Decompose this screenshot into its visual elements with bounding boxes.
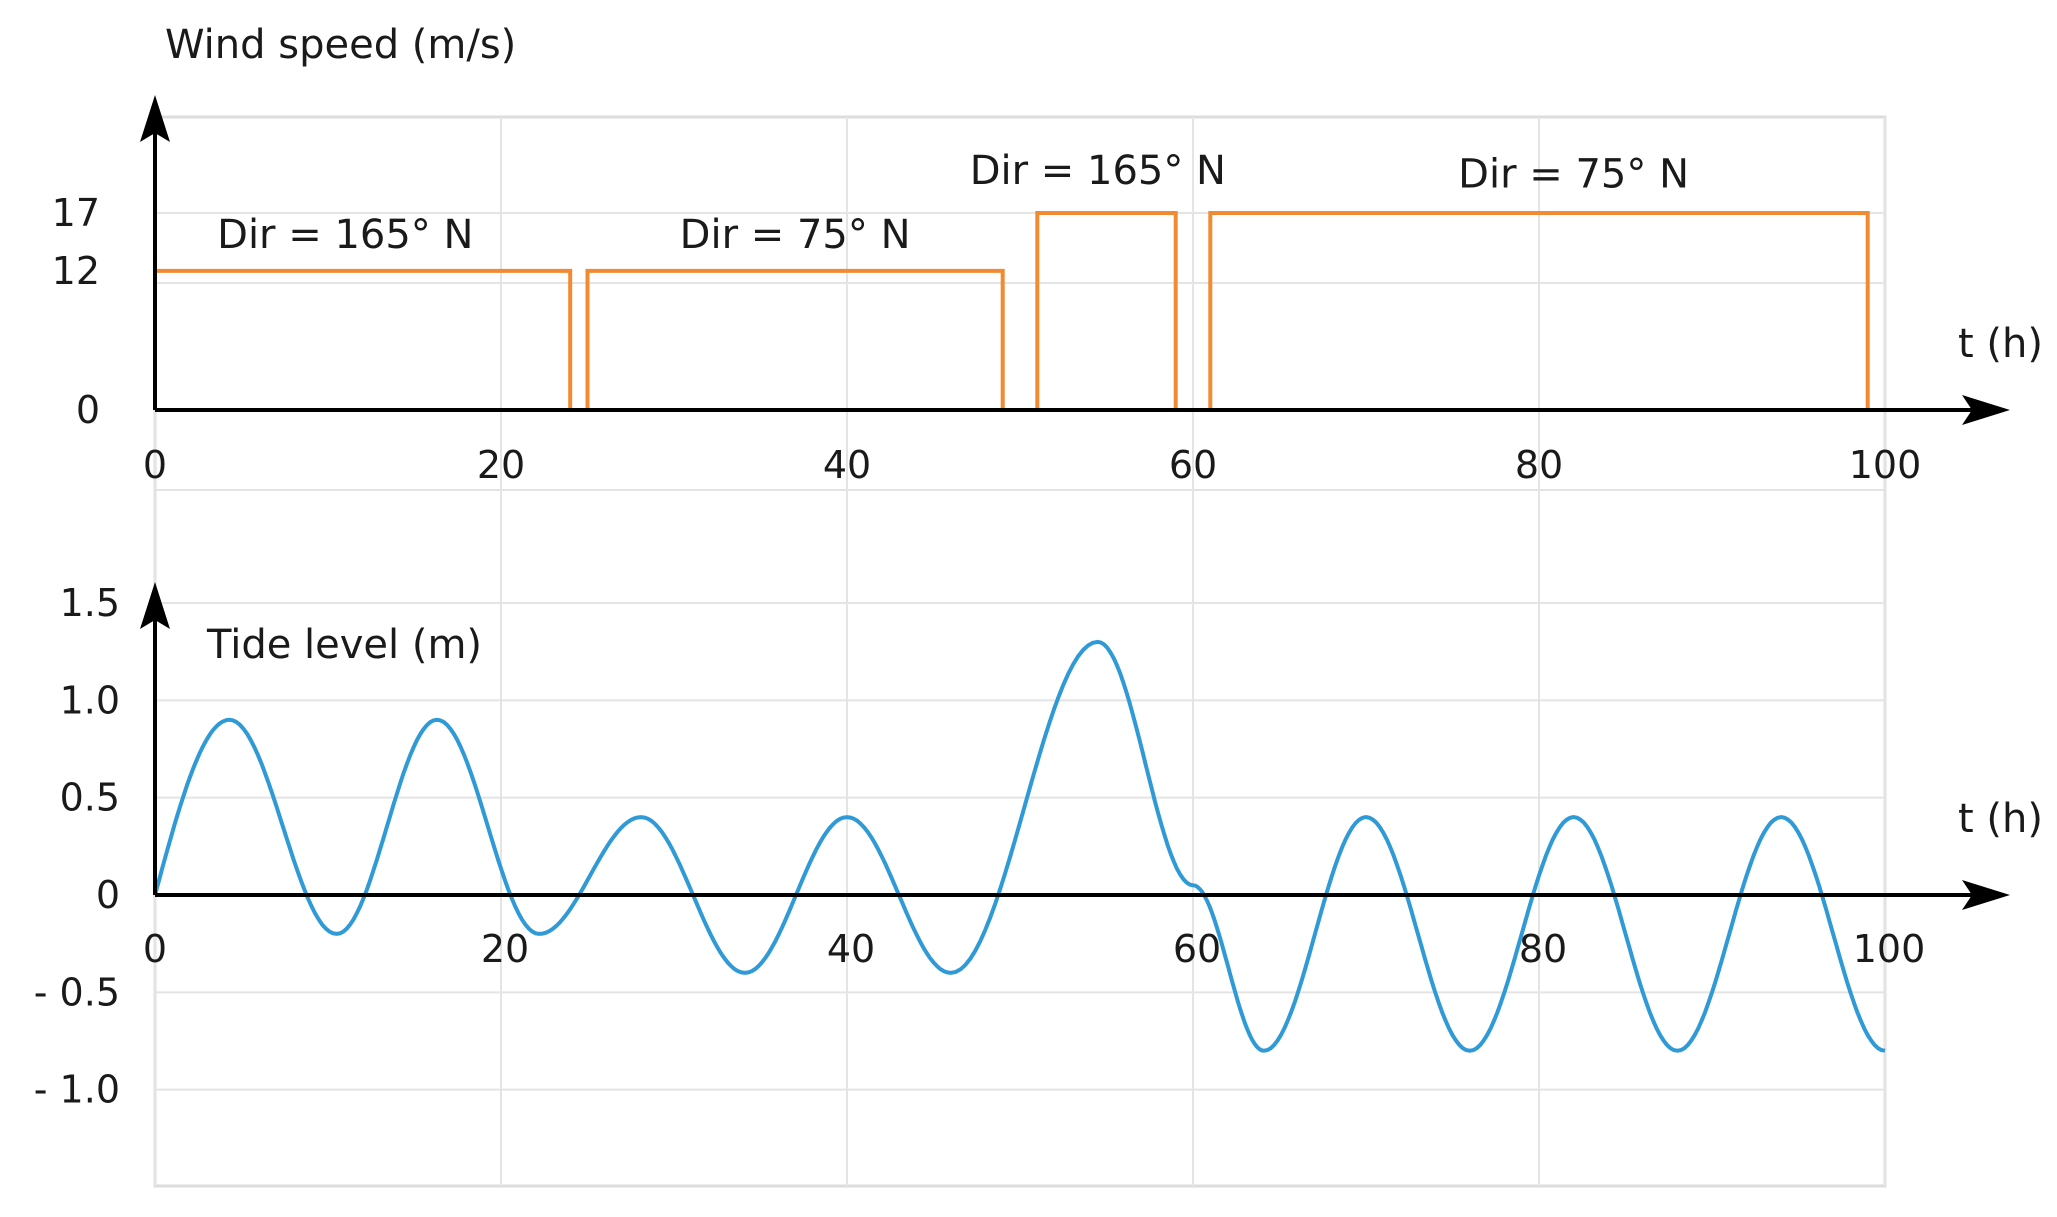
tide-x-axis-arrow	[1962, 880, 2010, 910]
tide-level-series-line	[153, 639, 1886, 1053]
wind-axes	[140, 95, 2010, 425]
tide-x-tick-label: 0	[143, 927, 167, 971]
tide-y-tick-label: 1.5	[60, 581, 120, 625]
wind-x-tick-label: 60	[1169, 443, 1217, 487]
wind-x-tick-label: 20	[477, 443, 525, 487]
wind-y-tick-label: 12	[52, 249, 100, 293]
wind-y-ticks: 0 12 17	[52, 191, 100, 432]
wind-x-ticks: 0 20 40 60 80 100	[143, 443, 1921, 487]
wind-direction-annotation: Dir = 165° N	[217, 212, 473, 258]
wind-y-axis-label: Wind speed (m/s)	[165, 22, 516, 68]
tide-y-tick-label: 1.0	[60, 678, 120, 722]
tide-y-tick-label: - 0.5	[34, 970, 120, 1014]
wind-direction-annotations: Dir = 165° N Dir = 75° N Dir = 165° N Dir =…	[217, 148, 1689, 258]
tide-y-tick-label: 0	[96, 873, 120, 917]
tide-x-axis-label: t (h)	[1958, 796, 2043, 842]
wind-x-tick-label: 0	[143, 443, 167, 487]
wind-direction-annotation: Dir = 165° N	[970, 148, 1226, 194]
tide-x-tick-label: 80	[1519, 927, 1567, 971]
tide-x-tick-label: 20	[481, 927, 529, 971]
tide-x-ticks: 0 20 40 60 80 100	[143, 927, 1925, 971]
wind-direction-annotation: Dir = 75° N	[1458, 152, 1689, 198]
tide-y-ticks: 1.5 1.0 0.5 0 - 0.5 - 1.0	[34, 581, 120, 1112]
wind-x-tick-label: 100	[1849, 443, 1922, 487]
tide-axes	[140, 582, 2010, 910]
tide-y-tick-label: 0.5	[60, 776, 120, 820]
wind-x-tick-label: 40	[823, 443, 871, 487]
tide-x-tick-label: 100	[1853, 927, 1926, 971]
tide-x-tick-label: 60	[1173, 927, 1221, 971]
wind-y-axis-arrow	[140, 95, 170, 142]
tide-y-axis-label: Tide level (m)	[206, 622, 482, 668]
tide-level-panel: Tide level (m) t (h) 1.5 1.0 0.5 0 - 0.5 - 1.…	[34, 581, 2043, 1112]
tide-x-tick-label: 40	[827, 927, 875, 971]
wind-y-tick-label: 17	[52, 191, 100, 235]
tide-y-axis-arrow	[140, 582, 170, 629]
wind-x-tick-label: 80	[1515, 443, 1563, 487]
wind-x-axis-label: t (h)	[1958, 321, 2043, 367]
wind-speed-panel: Wind speed (m/s) t (h) 0 12 17 0 20 40 60 80 10…	[52, 22, 2043, 487]
wind-x-axis-arrow	[1962, 395, 2010, 425]
wind-direction-annotation: Dir = 75° N	[680, 212, 911, 258]
wind-y-tick-label: 0	[76, 388, 100, 432]
tide-y-tick-label: - 1.0	[34, 1068, 120, 1112]
